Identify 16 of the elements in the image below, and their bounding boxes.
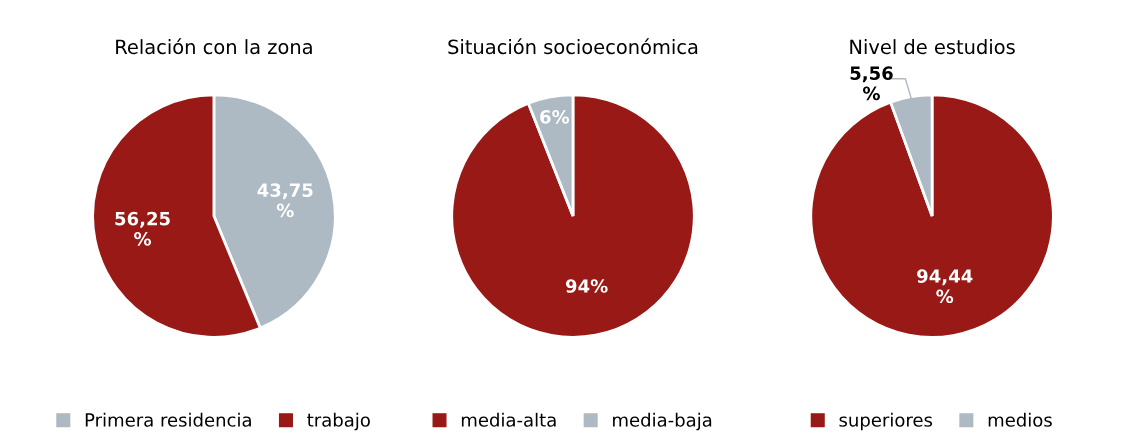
chart-title: Relación con la zona: [116, 38, 312, 55]
data-label: 56,25 %: [115, 211, 170, 246]
data-label: 6%: [540, 109, 570, 124]
data-label: 94%: [565, 279, 608, 293]
data-label: 43,75 %: [257, 183, 313, 218]
legend-label: media-baja: [613, 412, 712, 431]
data-label: 5,56 %: [850, 66, 893, 101]
legend-label: trabajo: [307, 412, 370, 431]
chart-title: Situación socioeconómica: [448, 38, 698, 55]
slice-label: media-alta: [461, 412, 556, 427]
data-label: 94,44 %: [917, 269, 973, 304]
legend-label: Primera residencia: [85, 412, 251, 427]
chart-title: Nivel de estudios: [850, 39, 1015, 55]
legend-label: medios: [988, 412, 1052, 427]
pie-slice: [450, 93, 696, 339]
legend-label: superiores: [839, 412, 933, 431]
